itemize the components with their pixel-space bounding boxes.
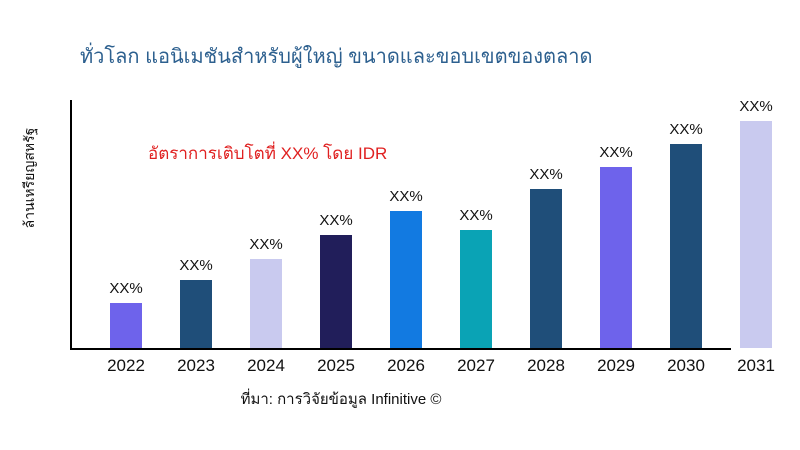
bar-group-2027: XX% [459,207,493,348]
source-note: ที่มา: การวิจัยข้อมูล Infinitive © [240,391,442,408]
x-tick-label-2029: 2029 [597,356,635,375]
bar-value-label-2030: XX% [669,121,703,138]
bar-value-label-2031: XX% [739,98,773,115]
x-tick-label-2031: 2031 [737,356,775,375]
x-tick-label-2030: 2030 [667,356,705,375]
bar-2023 [180,280,212,348]
bar-value-label-2026: XX% [389,188,423,205]
x-tick-label-2024: 2024 [247,356,285,375]
x-tick-label-2026: 2026 [387,356,425,375]
bar-2031 [740,121,772,348]
x-tick-label-2022: 2022 [107,356,145,375]
bar-value-label-2028: XX% [529,166,563,183]
bar-2030 [670,144,702,348]
bar-value-label-2025: XX% [319,212,353,229]
y-axis-label: ล้านเหรียญสหรัฐ [21,127,37,229]
chart-title: ทั่วโลก แอนิเมชันสำหรับผู้ใหญ่ ขนาดและขอ… [80,46,593,68]
x-tick-label-2023: 2023 [177,356,215,375]
growth-rate-annotation: อัตราการเติบโตที่ XX% โดย IDR [148,144,388,163]
bar-group-2031: XX% [739,98,773,348]
bar-group-2029: XX% [599,144,633,348]
bar-value-label-2022: XX% [109,280,143,297]
bar-2028 [530,189,562,348]
x-tick-label-2027: 2027 [457,356,495,375]
y-axis-line [70,100,72,350]
bar-value-label-2024: XX% [249,236,283,253]
bar-group-2022: XX% [109,280,143,348]
bar-group-2026: XX% [389,188,423,348]
bar-group-2028: XX% [529,166,563,348]
bar-group-2024: XX% [249,236,283,348]
bar-2022 [110,303,142,348]
bar-2025 [320,235,352,348]
bar-value-label-2029: XX% [599,144,633,161]
bar-group-2023: XX% [179,257,213,348]
x-axis-line [70,348,731,350]
bar-2029 [600,167,632,348]
bar-2024 [250,259,282,348]
bar-value-label-2027: XX% [459,207,493,224]
bar-group-2025: XX% [319,212,353,348]
x-tick-label-2028: 2028 [527,356,565,375]
x-tick-label-2025: 2025 [317,356,355,375]
bar-group-2030: XX% [669,121,703,348]
bar-2026 [390,211,422,348]
bar-2027 [460,230,492,348]
bar-value-label-2023: XX% [179,257,213,274]
